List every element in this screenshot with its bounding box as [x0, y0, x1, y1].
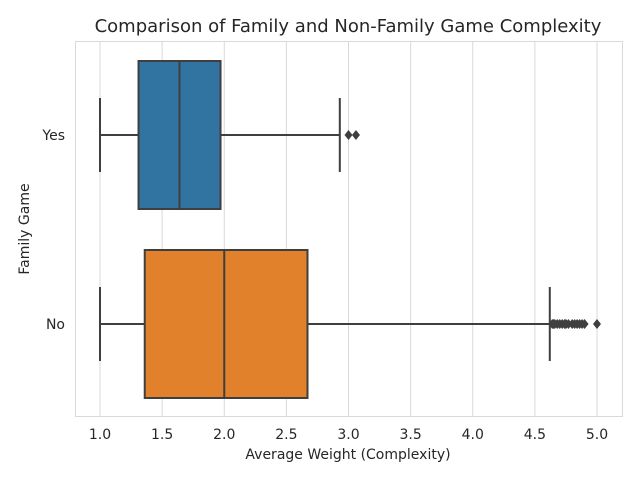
outlier-point: [580, 319, 589, 329]
iqr-box: [143, 249, 309, 399]
x-tick-label: 5.0: [586, 427, 608, 443]
x-tick-label: 4.0: [462, 427, 484, 443]
y-axis-label: Family Game: [17, 183, 33, 274]
x-tick-label: 2.5: [275, 427, 297, 443]
x-axis-label: Average Weight (Complexity): [245, 447, 450, 463]
chart-title: Comparison of Family and Non-Family Game…: [95, 16, 602, 37]
x-tick-label: 4.5: [524, 427, 546, 443]
x-tick-label: 3.5: [399, 427, 421, 443]
outlier-point: [351, 130, 360, 140]
box-no: [99, 249, 601, 399]
x-tick-label: 1.0: [89, 427, 111, 443]
outlier-point: [593, 319, 601, 329]
x-tick-label: 1.5: [151, 427, 173, 443]
outlier-point: [344, 130, 353, 140]
x-tick-labels: 1.0 1.5 2.0 2.5 3.0 3.5 4.0 4.5 5.0: [89, 427, 608, 443]
box-group: [99, 60, 601, 399]
box-yes: [99, 60, 360, 210]
x-tick-label: 2.0: [213, 427, 235, 443]
y-tick-label: No: [46, 317, 65, 333]
y-tick-label: Yes: [41, 128, 65, 144]
y-tick-labels: Yes No: [41, 128, 65, 333]
plot-area-frame: [75, 41, 623, 417]
x-tick-label: 3.0: [337, 427, 359, 443]
